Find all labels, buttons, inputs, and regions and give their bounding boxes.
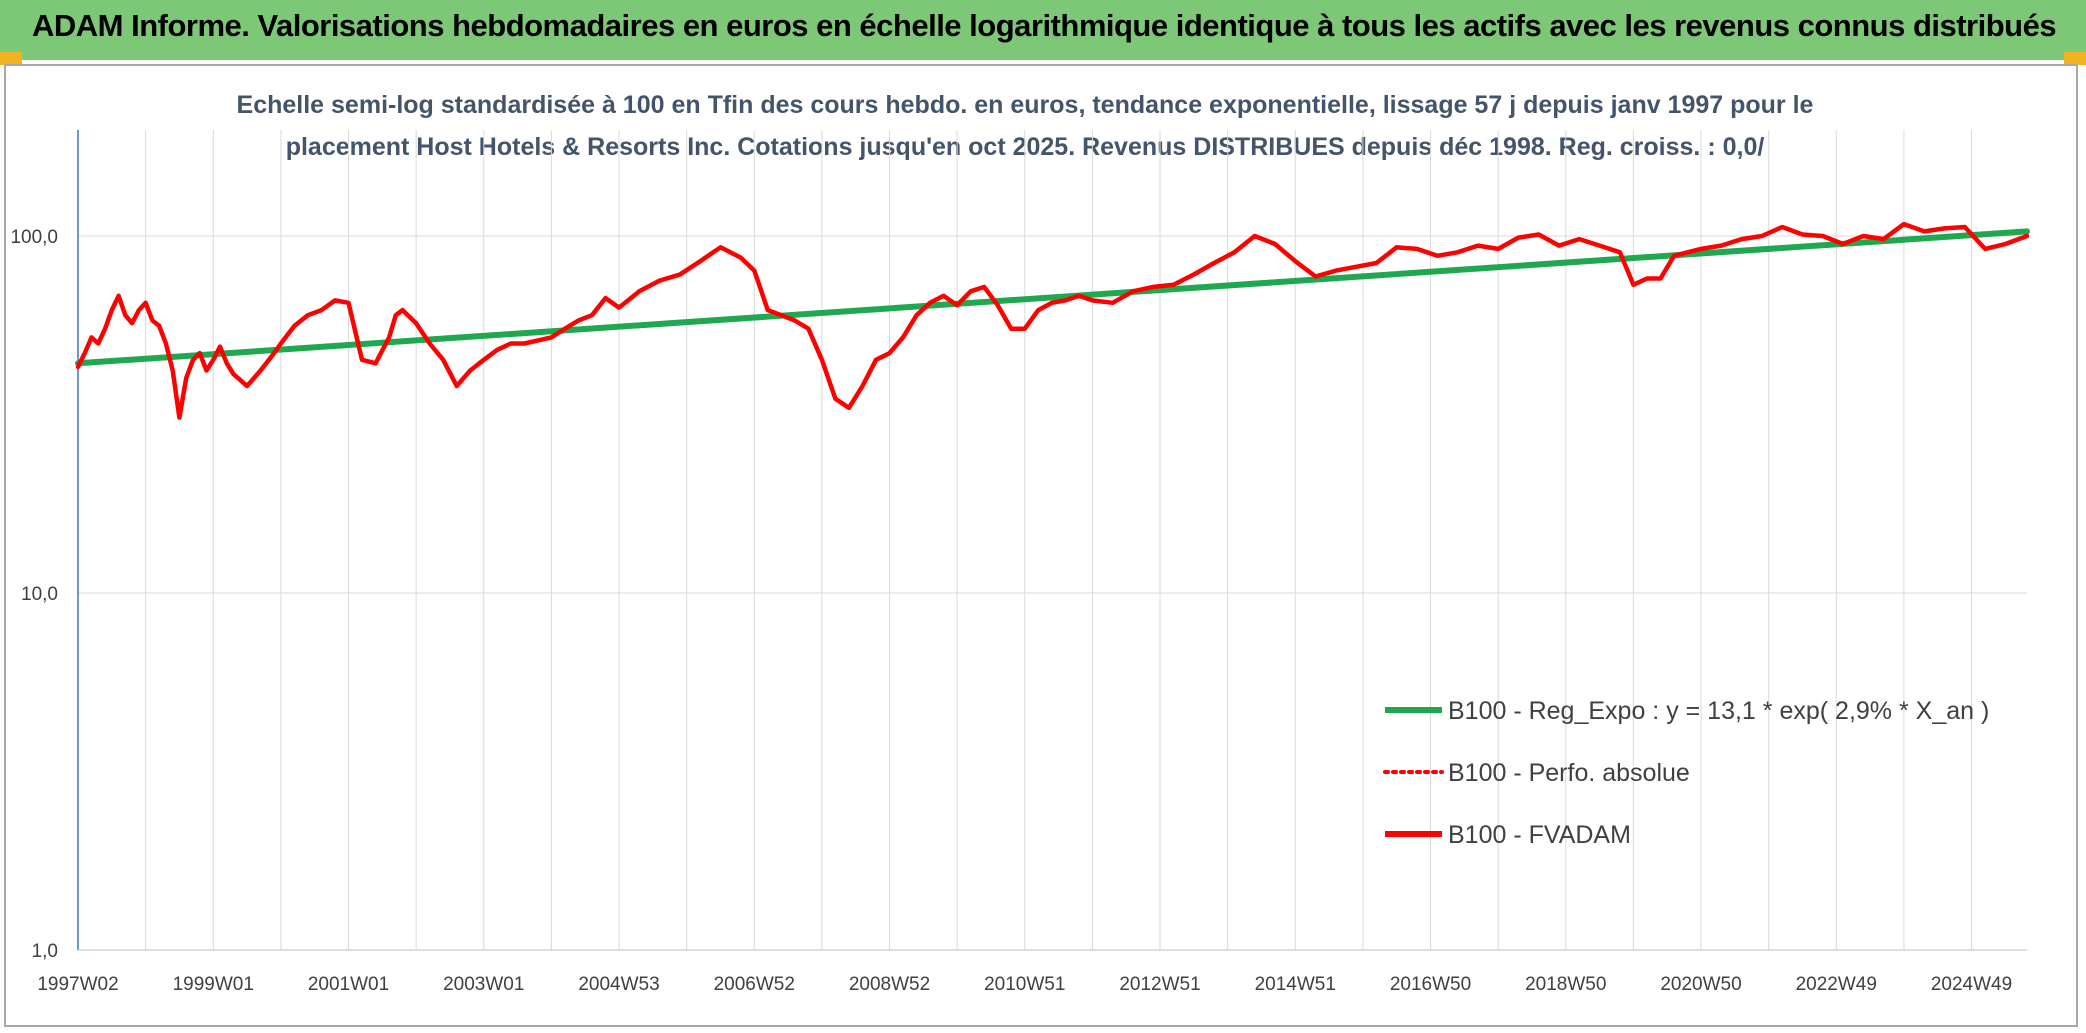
legend-label: B100 - Perfo. absolue	[1448, 759, 1690, 787]
x-tick-label: 2008W52	[849, 974, 930, 995]
x-tick-label: 2001W01	[308, 974, 389, 995]
x-tick-label: 2024W49	[1931, 974, 2012, 995]
y-tick-label: 1,0	[32, 941, 58, 962]
chart-frame	[4, 64, 2078, 1027]
fvadam-line	[75, 221, 2030, 420]
x-tick-label: 2018W50	[1525, 974, 1606, 995]
chart-title-line1: Echelle semi-log standardisée à 100 en T…	[236, 91, 1814, 119]
y-tick-label: 10,0	[21, 584, 58, 605]
x-tick-label: 2020W50	[1660, 974, 1741, 995]
x-tick-label: 2022W49	[1796, 974, 1877, 995]
legend-label: B100 - Reg_Expo : y = 13,1 * exp( 2,9% *…	[1448, 697, 1989, 725]
x-tick-label: 1997W02	[37, 974, 118, 995]
x-tick-label: 2010W51	[984, 974, 1065, 995]
header-bar: ADAM Informe. Valorisations hebdomadaire…	[0, 0, 2086, 60]
x-tick-label: 2012W51	[1119, 974, 1200, 995]
axes: 1,0 10,0 100,0 1997W02 1999W01 2001W01 2003W01…	[10, 130, 2027, 995]
x-tick-label: 2006W52	[714, 974, 795, 995]
x-tick-label: 2016W50	[1390, 974, 1471, 995]
series-layer	[75, 221, 2030, 420]
legend-label: B100 - FVADAM	[1448, 821, 1631, 849]
x-tick-label: 2004W53	[578, 974, 659, 995]
x-tick-label: 2014W51	[1255, 974, 1336, 995]
corner-marker-left	[0, 52, 22, 65]
header-title: ADAM Informe. Valorisations hebdomadaire…	[32, 8, 2057, 43]
corner-marker-right	[2064, 52, 2086, 65]
y-tick-label: 100,0	[10, 227, 58, 248]
legend: B100 - Reg_Expo : y = 13,1 * exp( 2,9% *…	[1383, 697, 1989, 849]
trend-line	[75, 228, 2030, 367]
x-tick-label: 1999W01	[173, 974, 254, 995]
x-tick-label: 2003W01	[443, 974, 524, 995]
